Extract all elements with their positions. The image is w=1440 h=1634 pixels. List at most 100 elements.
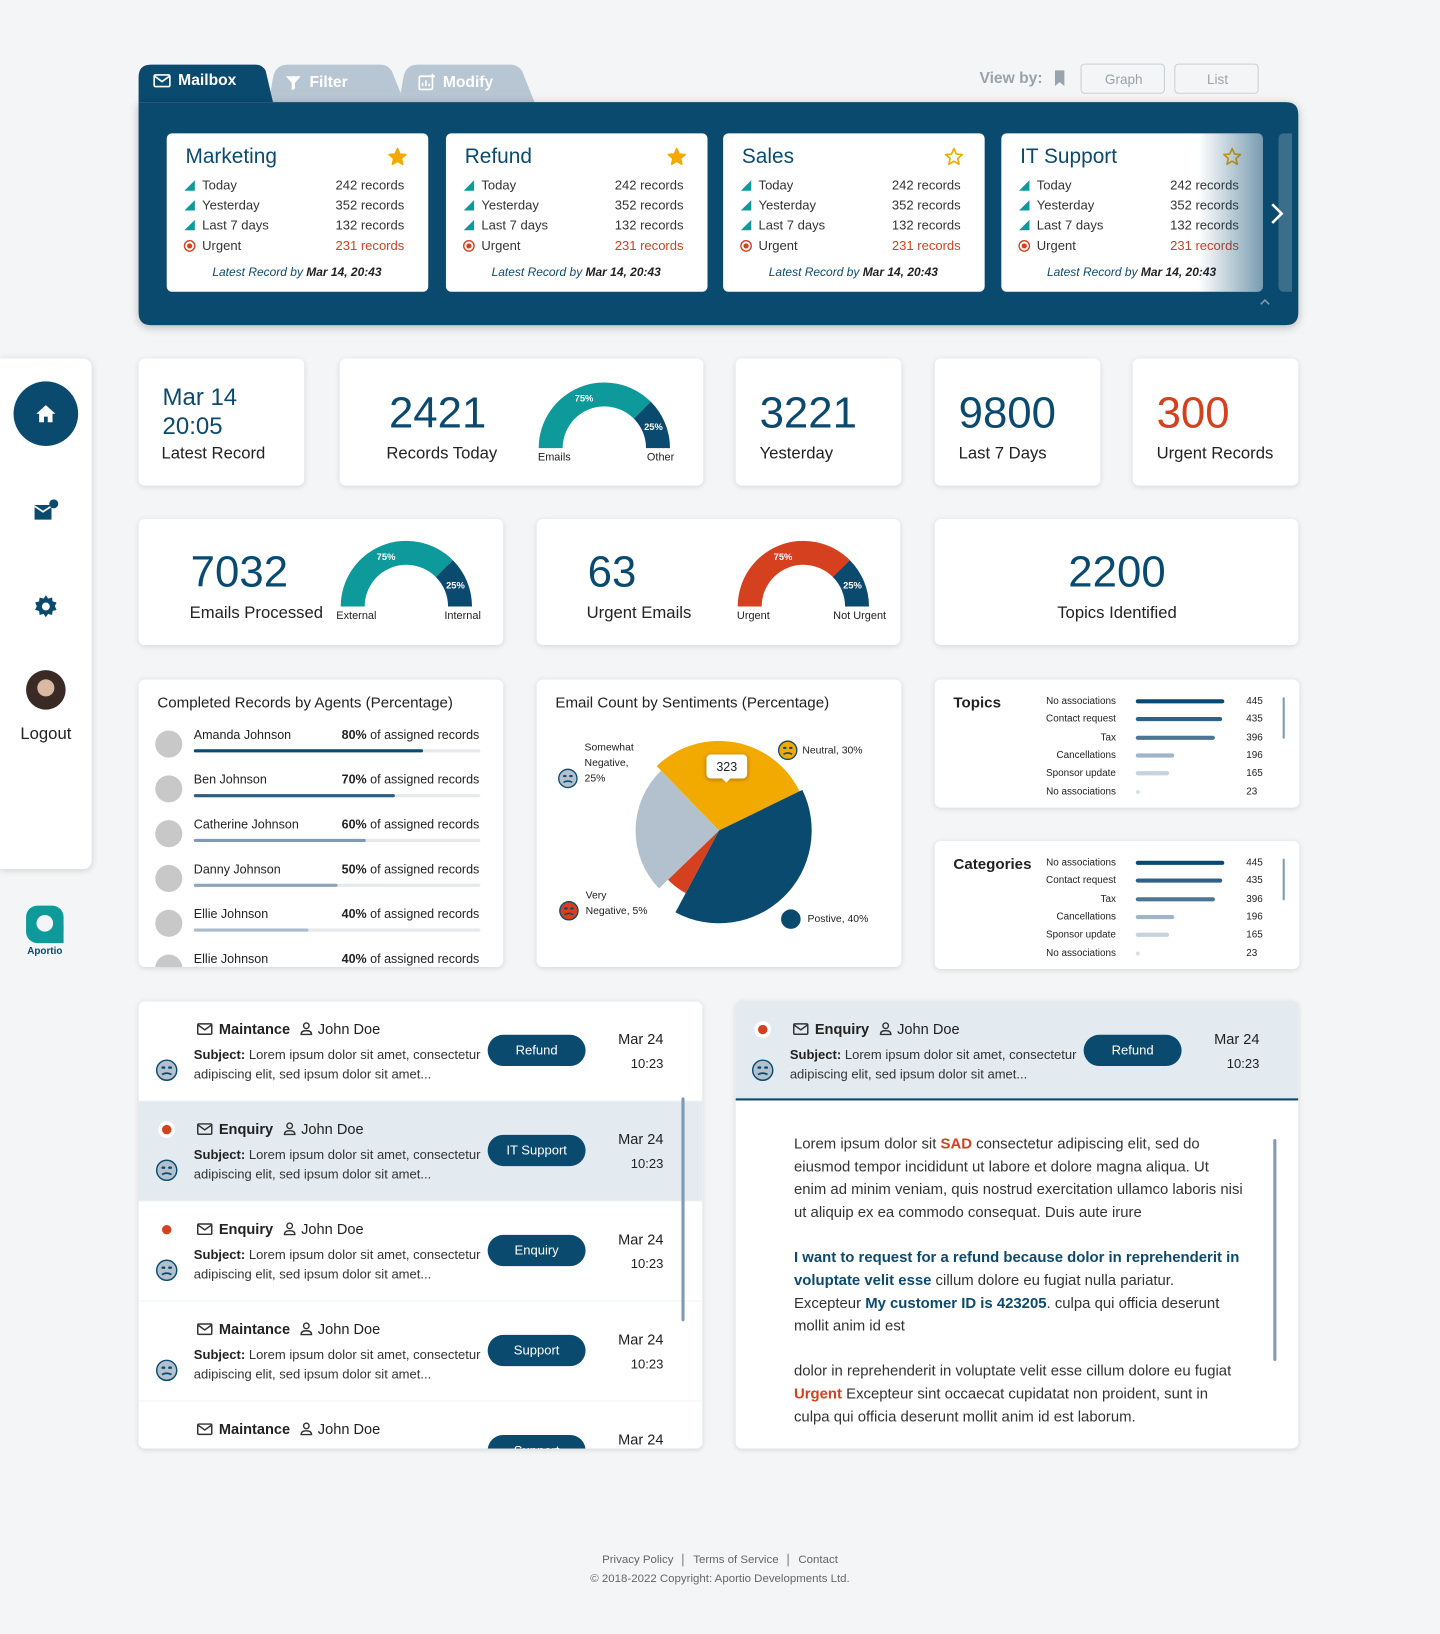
record-value: 132 records xyxy=(891,218,961,233)
topic-label: Contact request xyxy=(1046,875,1116,887)
topic-bar xyxy=(1135,717,1223,722)
message-item[interactable]: Enquiry John Doe Subject: Lorem ipsum dolo… xyxy=(138,1101,703,1202)
gauge: 75% External 25% Internal xyxy=(336,540,481,622)
mailbox-card[interactable]: Sales Today 242 records Yesterday 352 record… xyxy=(723,133,985,292)
mailbox-card[interactable]: Refund Today 242 records Yesterday 352 recor… xyxy=(445,133,708,292)
tab-icon-part xyxy=(429,73,435,79)
agent-name: Ellie Johnson xyxy=(193,906,269,922)
record-value: 132 records xyxy=(335,218,405,233)
topic-bar xyxy=(1135,860,1225,865)
sentiment-icon-part xyxy=(764,1066,768,1069)
mailbox-card-title: Sales xyxy=(741,145,795,169)
tag-label[interactable]: Refund xyxy=(1111,1043,1154,1058)
footer-link[interactable]: Contact xyxy=(787,1553,848,1567)
tag-label[interactable]: Refund xyxy=(515,1043,558,1058)
urgent-icon-part xyxy=(743,242,749,249)
message-person: John Doe xyxy=(301,1120,364,1137)
message-time: 10:23 xyxy=(630,1056,664,1072)
scrollbar xyxy=(681,1097,685,1322)
tab-icon xyxy=(285,76,301,91)
tab-icon-part xyxy=(154,75,170,83)
tag-button[interactable]: Support xyxy=(487,1434,586,1449)
message-item[interactable]: Maintance John Doe Subject: Lorem ipsum do… xyxy=(138,1001,703,1102)
message-item[interactable]: Maintance John Doe Subject: Lorem ipsum do… xyxy=(138,1301,703,1402)
view-button[interactable]: List xyxy=(1174,63,1259,94)
person-icon xyxy=(283,1122,296,1136)
stat-card: 63 Urgent Emails 75% Urgent 25% Not Urgent xyxy=(536,518,901,646)
sentiment-icon-part xyxy=(161,1166,166,1169)
view-button[interactable]: Graph xyxy=(1080,63,1165,94)
home-icon-part xyxy=(36,405,56,423)
mailbox-card[interactable]: Marketing Today 242 records Yesterday 352 re… xyxy=(166,133,429,292)
view-button-label[interactable]: Graph xyxy=(1104,71,1143,88)
message-date: Mar 24 xyxy=(618,1230,664,1248)
message-person: John Doe xyxy=(897,1020,960,1037)
pie-slice xyxy=(656,740,800,831)
message-item[interactable]: Enquiry John Doe Subject: Lorem ipsum dolo… xyxy=(138,1201,703,1302)
agent-name: Ellie Johnson xyxy=(193,951,269,967)
agent-avatar xyxy=(155,864,183,893)
record-value: 242 records xyxy=(335,178,405,193)
message-item[interactable]: Maintance John Doe Support Mar 24 xyxy=(138,1401,703,1449)
topic-bar xyxy=(1135,789,1141,794)
home-button[interactable] xyxy=(13,381,79,447)
tag-button[interactable]: Refund xyxy=(1083,1034,1182,1067)
message-category: Maintance xyxy=(218,1420,291,1438)
trend-icon-part xyxy=(463,220,475,231)
tag-button[interactable]: Support xyxy=(487,1334,586,1367)
tab-icon-part xyxy=(285,76,301,91)
tag-label[interactable]: Support xyxy=(513,1343,560,1358)
footer-link[interactable]: Privacy Policy xyxy=(602,1553,674,1567)
tag-label[interactable]: IT Support xyxy=(506,1143,567,1158)
tab-label[interactable]: Modify xyxy=(442,73,494,92)
topic-bar xyxy=(1135,896,1215,901)
avatar[interactable] xyxy=(26,670,66,710)
tag-button[interactable]: Enquiry xyxy=(487,1234,586,1267)
latest-record-label: Latest Record by xyxy=(212,266,303,280)
trend-icon xyxy=(184,200,195,211)
tab-label[interactable]: Filter xyxy=(309,73,348,92)
trend-icon-part xyxy=(740,180,752,191)
agent-percent: 60% xyxy=(341,816,367,832)
agent-avatar xyxy=(155,730,183,758)
tab-label[interactable]: Mailbox xyxy=(178,71,237,90)
logout-label[interactable]: Logout xyxy=(20,725,72,744)
message-date: Mar 24 xyxy=(618,1130,664,1148)
person-icon-part xyxy=(286,1122,294,1130)
sentiment-icon-part xyxy=(777,740,798,761)
stat-card: 300 Urgent Records xyxy=(1132,358,1299,486)
footer-link[interactable]: Terms of Service xyxy=(682,1553,788,1567)
message-subject: Subject: Lorem ipsum dolor sit amet, con… xyxy=(194,1045,482,1085)
urgent-icon xyxy=(740,239,752,252)
filter-tab-shape[interactable] xyxy=(268,64,405,103)
urgent-dot-part xyxy=(162,1224,172,1235)
subject-label: Subject: xyxy=(789,1047,842,1062)
agent-value: 50% of assigned records xyxy=(342,862,480,877)
latest-record-label: Latest Record by xyxy=(491,266,583,280)
sentiment-icon-part xyxy=(161,1372,172,1376)
next-chevron xyxy=(1271,203,1284,224)
tag-label[interactable]: Support xyxy=(514,1443,560,1448)
stat-value: 3221 xyxy=(759,387,857,437)
agent-percent: 50% xyxy=(341,861,367,877)
tag-button[interactable]: Refund xyxy=(487,1034,586,1067)
agent-suffix: of assigned records xyxy=(370,906,480,922)
scrollbar xyxy=(1282,858,1285,901)
tag-button[interactable]: IT Support xyxy=(487,1134,586,1167)
pie-slice xyxy=(635,770,719,889)
gauge-legend: Internal xyxy=(444,610,480,622)
envelope-icon xyxy=(196,1323,213,1336)
record-value: 242 records xyxy=(614,178,684,193)
topic-value: 396 xyxy=(1246,893,1263,905)
topic-label: Tax xyxy=(1100,731,1116,744)
view-button-label[interactable]: List xyxy=(1207,71,1229,88)
text-run: My customer ID is 423205 xyxy=(865,1295,1047,1312)
bookmark-icon xyxy=(1054,70,1065,86)
sentiment-icon-part xyxy=(559,901,579,921)
sentiment-icon-part xyxy=(564,912,574,916)
stat-label: Yesterday xyxy=(759,444,834,463)
subject-label: Subject: xyxy=(193,1047,246,1062)
tag-label[interactable]: Enquiry xyxy=(514,1243,559,1258)
mailbox-tab-shape[interactable] xyxy=(138,64,273,103)
tab-icon-part xyxy=(153,74,171,88)
